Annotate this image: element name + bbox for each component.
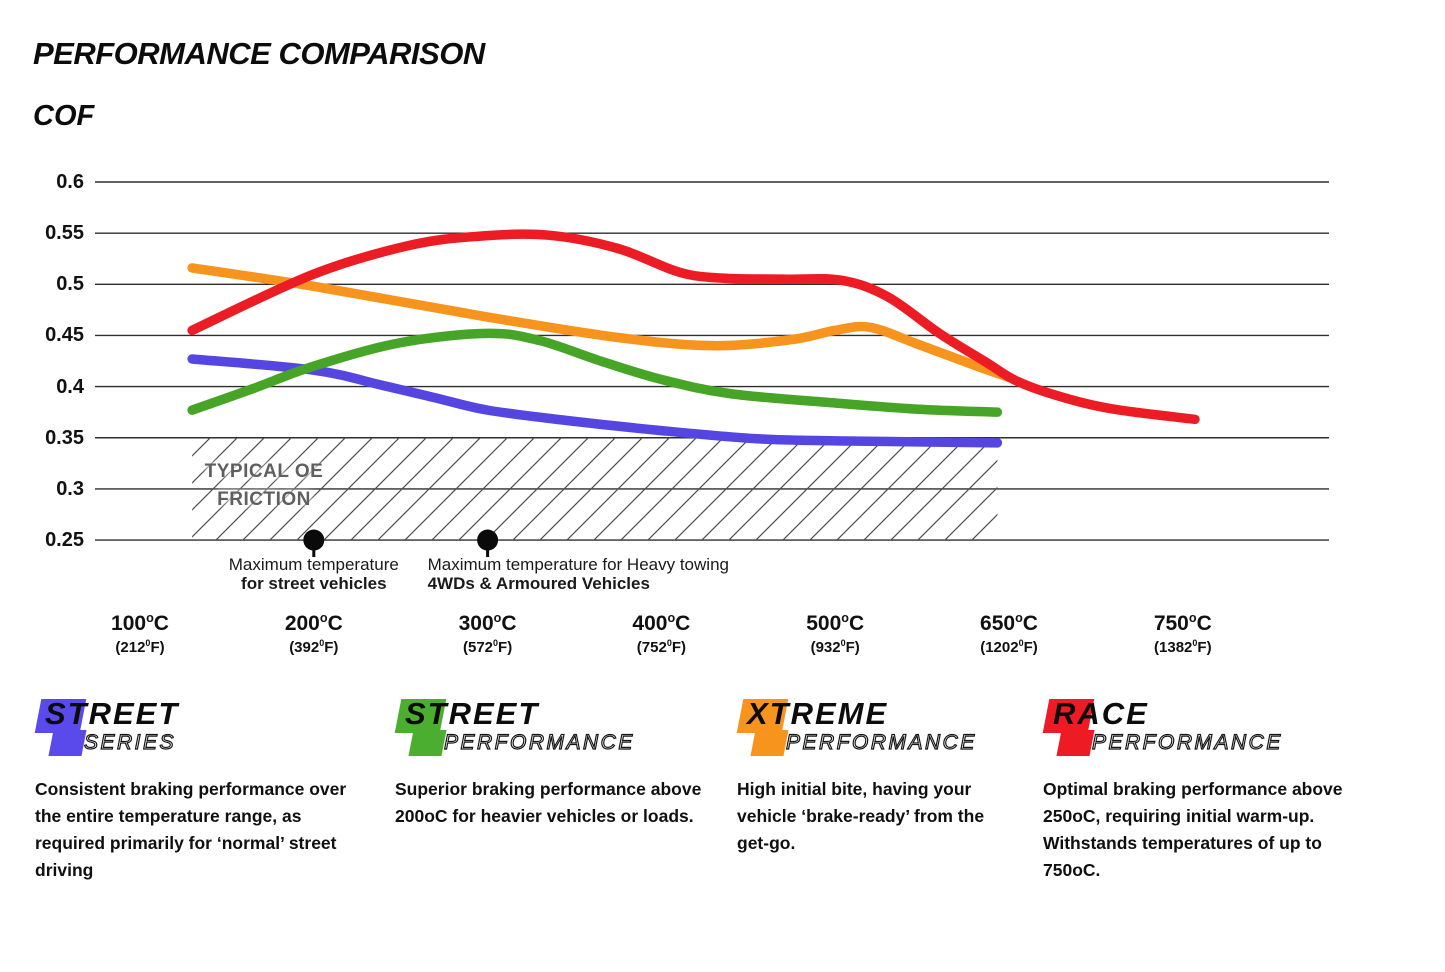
legend-item-xtreme-performance: XTREME PERFORMANCE High initial bite, havi… xyxy=(736,696,1015,857)
x-tick-celsius: 650oC xyxy=(980,611,1038,635)
logo-color-block-small xyxy=(48,730,87,756)
x-tick-fahrenheit: (7520F) xyxy=(636,638,686,656)
annotation-line2: for street vehicles xyxy=(241,573,387,593)
x-axis-tick-label: 100oC (2120F) xyxy=(70,607,210,656)
x-axis-tick-label: 650oC (12020F) xyxy=(939,607,1079,656)
annotation-line2: 4WDs & Armoured Vehicles xyxy=(427,573,650,593)
logo-word-secondary: PERFORMANCE xyxy=(443,730,635,754)
x-tick-celsius: 750oC xyxy=(1153,611,1212,635)
y-axis-tick-label: 0.25 xyxy=(45,529,84,552)
x-tick-fahrenheit: (2120F) xyxy=(115,638,165,656)
y-axis-tick-label: 0.55 xyxy=(45,222,84,245)
legend-item-street-series: STREET SERIES Consistent braking performan… xyxy=(34,696,370,884)
y-axis-tick-label: 0.45 xyxy=(45,324,84,347)
legend-description: Optimal braking performance above 250oC,… xyxy=(1043,779,1343,880)
series-line-street-series xyxy=(187,354,1003,448)
x-axis-tick-label: 500oC (9320F) xyxy=(765,607,905,656)
logo-word-secondary: PERFORMANCE xyxy=(1091,730,1283,754)
y-axis-tick-label: 0.6 xyxy=(56,171,84,193)
series-line-xtreme-performance xyxy=(187,263,1014,383)
logo-word-primary: STREET xyxy=(45,696,180,731)
series-line-street-performance xyxy=(187,328,1003,417)
y-axis-tick-label: 0.5 xyxy=(56,273,84,296)
y-axis-tick-label: 0.35 xyxy=(45,426,84,449)
x-tick-fahrenheit: (9320F) xyxy=(810,638,860,656)
legend-item-race-performance: RACE PERFORMANCE Optimal braking performan… xyxy=(1042,696,1378,884)
y-axis-title: COF xyxy=(33,100,95,132)
legend-description: High initial bite, having your vehicle ‘… xyxy=(737,779,985,853)
logo-word-primary: RACE xyxy=(1053,696,1149,731)
brand-logo: XTREME PERFORMANCE xyxy=(736,696,1015,762)
x-tick-celsius: 300oC xyxy=(458,611,517,635)
logo-color-block-small xyxy=(750,730,789,756)
x-tick-fahrenheit: (5720F) xyxy=(462,638,513,656)
annotation-marker-2: Maximum temperature for Heavy towing 4WDs… xyxy=(427,555,758,593)
x-tick-celsius: 200oC xyxy=(284,611,343,635)
x-axis-tick-label: 400oC (7520F) xyxy=(591,607,731,656)
logo-color-block-small xyxy=(1056,730,1095,756)
typical-oe-friction-line1: TYPICAL OE xyxy=(204,461,324,482)
typical-oe-friction-band xyxy=(192,437,998,541)
max-temp-marker-dot xyxy=(303,529,325,551)
x-tick-celsius: 400oC xyxy=(632,611,691,635)
x-axis-tick-label: 300oC (5720F) xyxy=(418,607,558,656)
typical-oe-friction-line2: FRICTION xyxy=(217,489,311,510)
x-tick-fahrenheit: (3920F) xyxy=(289,638,339,656)
legend-description: Superior braking performance above 200oC… xyxy=(395,779,702,826)
max-temp-marker-dot xyxy=(477,529,499,551)
y-axis-tick-label: 0.4 xyxy=(56,375,84,398)
annotation-line1: Maximum temperature for Heavy towing xyxy=(427,555,729,574)
x-tick-celsius: 500oC xyxy=(806,611,865,635)
brand-logo: RACE PERFORMANCE xyxy=(1042,696,1378,762)
logo-word-primary: XTREME xyxy=(747,696,889,731)
annotation-marker-1: Maximum temperature for street vehicles xyxy=(164,555,464,593)
brand-logo: STREET SERIES xyxy=(34,696,370,762)
annotation-line1: Maximum temperature xyxy=(228,555,399,574)
typical-oe-friction-label: TYPICAL OE FRICTION xyxy=(188,458,340,514)
page-title: PERFORMANCE COMPARISON xyxy=(33,36,485,71)
x-tick-celsius: 100oC xyxy=(111,611,169,635)
x-tick-fahrenheit: (12020F) xyxy=(980,638,1038,656)
x-axis-tick-label: 750oC (13820F) xyxy=(1113,607,1253,656)
logo-word-secondary: SERIES xyxy=(83,730,177,754)
series-line-race-performance xyxy=(187,229,1200,425)
legend-description: Consistent braking performance over the … xyxy=(35,779,347,880)
legend-item-street-performance: STREET PERFORMANCE Superior braking perfor… xyxy=(394,696,713,830)
x-axis-tick-label: 200oC (3920F) xyxy=(244,607,384,656)
logo-word-primary: STREET xyxy=(405,696,540,731)
y-axis-tick-label: 0.3 xyxy=(56,477,84,500)
brand-logo: STREET PERFORMANCE xyxy=(394,696,713,762)
x-tick-fahrenheit: (13820F) xyxy=(1154,638,1212,656)
logo-word-secondary: PERFORMANCE xyxy=(785,730,977,754)
logo-color-block-small xyxy=(408,730,447,756)
